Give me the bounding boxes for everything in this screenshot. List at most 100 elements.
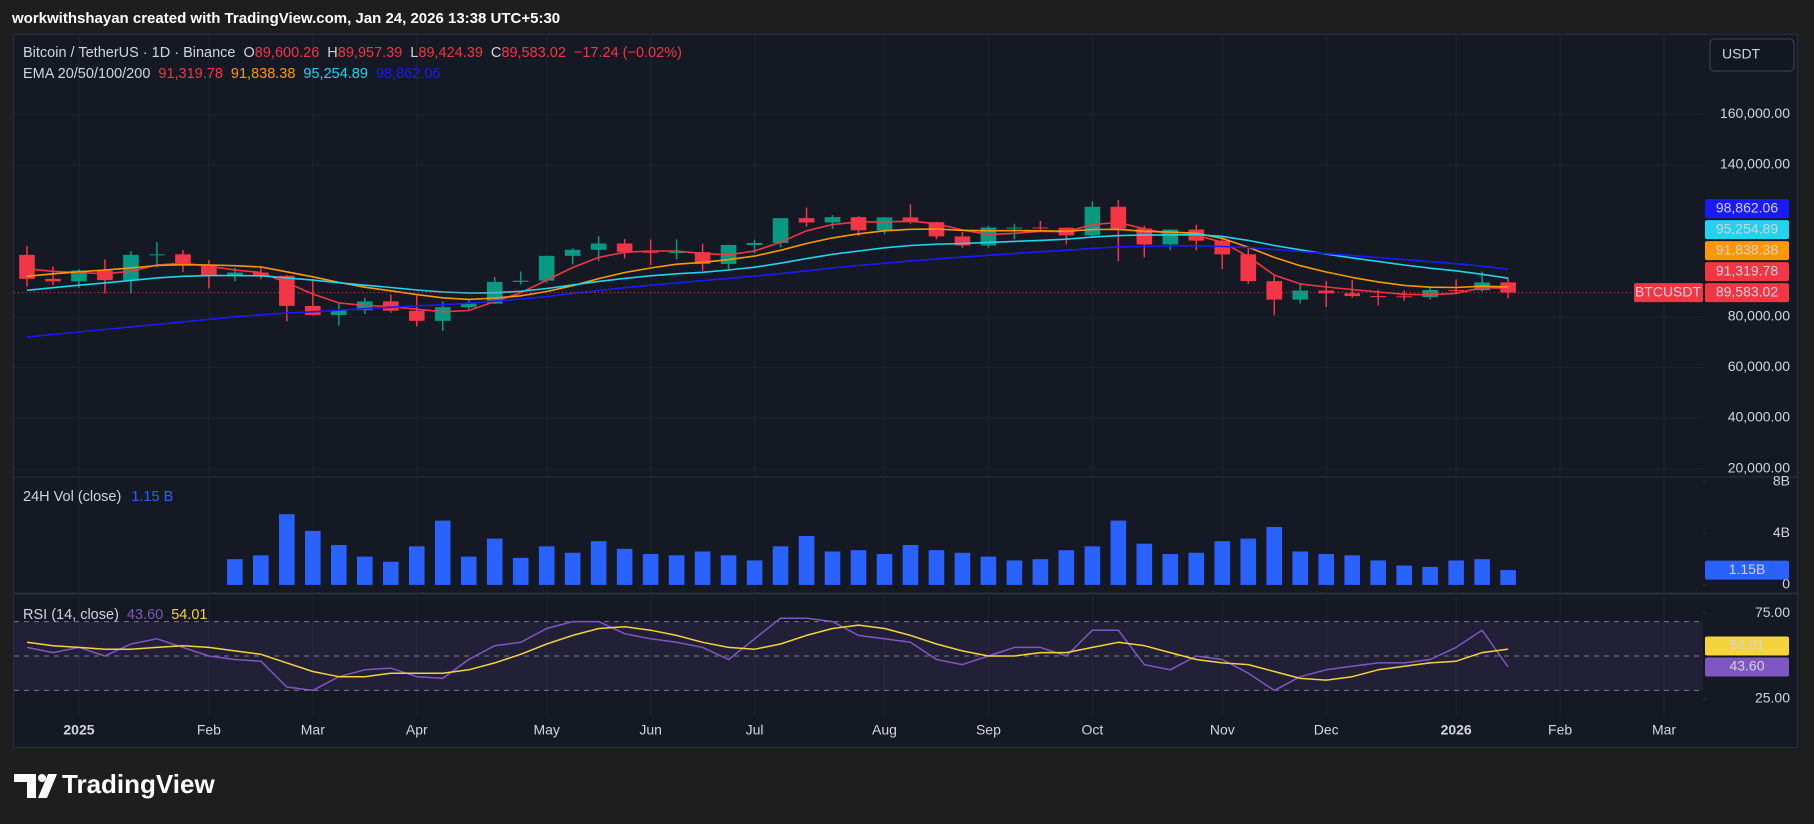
volume-bar	[1474, 559, 1490, 585]
candle-body	[538, 255, 555, 281]
volume-bar	[1344, 555, 1361, 585]
volume-bar	[1448, 560, 1464, 585]
volume-bar	[1500, 570, 1516, 585]
candle-body	[746, 242, 763, 245]
x-tick-label: Dec	[1314, 722, 1339, 738]
price-tag-label: 98,862.06	[1716, 199, 1778, 215]
currency-label: USDT	[1722, 46, 1761, 62]
volume-bar	[1318, 554, 1335, 585]
x-tick-label: Jul	[746, 722, 764, 738]
volume-bar	[1214, 541, 1231, 585]
ohlc-key: H	[327, 45, 337, 61]
ema-line	[26, 244, 1509, 338]
candle-body	[227, 272, 243, 276]
candle-body	[201, 264, 217, 276]
candle-body	[97, 270, 113, 281]
y-tick-label: 20,000.00	[1728, 459, 1790, 475]
volume-bar	[1292, 551, 1309, 585]
volume-title: 24H Vol (close)	[23, 489, 121, 505]
candle-body	[512, 280, 529, 282]
indicator-value: 91,838.38	[231, 66, 296, 82]
candle-body	[772, 218, 789, 243]
ohlc-value: 89,957.39	[338, 45, 403, 61]
attribution: workwithshayan created with TradingView.…	[11, 10, 560, 27]
volume-bar	[279, 514, 295, 585]
volume-bar	[1396, 565, 1412, 585]
candle-body	[1396, 296, 1412, 298]
candle-body	[1136, 228, 1153, 245]
price-tag	[1705, 560, 1789, 580]
price-tag	[1705, 657, 1789, 677]
ema-line	[26, 228, 1509, 301]
logo-t	[14, 774, 36, 798]
candle-body	[71, 270, 87, 282]
candle-body	[1422, 290, 1438, 298]
candle-body	[902, 217, 919, 223]
volume-bar	[902, 545, 919, 585]
ohlc-key: C	[491, 45, 501, 61]
candle-body	[876, 217, 893, 231]
candle-body	[408, 310, 425, 321]
x-tick-label: Sep	[976, 722, 1001, 738]
volume-bar	[1136, 543, 1153, 585]
candle-body	[19, 254, 35, 279]
volume-bar	[512, 557, 529, 585]
price-tag	[1705, 283, 1789, 303]
price-tag-label: 95,254.89	[1716, 220, 1778, 236]
rsi-legend: RSI (14, close) 43.60 54.01	[23, 607, 208, 623]
candle-body	[798, 218, 815, 223]
currency-box	[1709, 38, 1795, 72]
x-tick-label: May	[533, 722, 559, 738]
symbol-title: Bitcoin / TetherUS · 1D · Binance	[23, 45, 236, 61]
candle-body	[1344, 293, 1361, 297]
volume-bar	[1058, 550, 1075, 585]
candle-body	[1370, 296, 1386, 298]
ohlc-key: L	[410, 45, 418, 61]
ohlc-value: 89,583.02	[501, 45, 566, 61]
price-tag	[1705, 220, 1789, 240]
indicator-title: EMA 20/50/100/200	[23, 66, 150, 82]
candle-body	[616, 243, 633, 252]
volume-bar	[746, 560, 763, 585]
volume-bar	[1032, 559, 1049, 585]
currency-button[interactable]: USDT	[1709, 38, 1795, 72]
volume-bar	[668, 555, 685, 585]
price-tag-label: 54.01	[1729, 637, 1764, 653]
candle-body	[642, 251, 659, 253]
candle-body	[460, 303, 477, 308]
price-tag-label: 89,583.02	[1716, 283, 1778, 299]
volume-bar	[772, 546, 789, 585]
candle-body	[45, 278, 61, 282]
y-tick-label: 25.00	[1755, 690, 1790, 706]
volume-bar	[720, 555, 737, 585]
candle-body	[668, 252, 685, 254]
candle-body	[253, 272, 269, 276]
ema-line	[26, 233, 1509, 294]
candle-body	[850, 217, 867, 231]
candle-body	[305, 305, 321, 316]
y-tick-label: 4B	[1773, 524, 1790, 540]
volume-bar	[1266, 527, 1283, 585]
volume-bar	[227, 559, 243, 585]
y-tick-label: 80,000.00	[1728, 308, 1790, 324]
x-tick-label: Mar	[301, 722, 325, 738]
candle-body	[1292, 290, 1309, 300]
price-tag-label: 43.60	[1729, 658, 1764, 674]
logo-dot	[38, 774, 46, 782]
candle-body	[149, 254, 165, 256]
x-tick-label: Oct	[1081, 722, 1103, 738]
x-tick-label: Nov	[1210, 722, 1235, 738]
price-tag-label: 91,838.38	[1716, 241, 1778, 257]
price-tag	[1705, 199, 1789, 219]
volume-bar	[798, 536, 815, 585]
candle-body	[694, 252, 711, 264]
volume-bar	[331, 545, 347, 585]
candle-body	[1500, 282, 1516, 293]
volume-bar	[1084, 546, 1101, 585]
change-value: −17.24 (−0.02%)	[574, 45, 682, 61]
volume-bar	[980, 556, 997, 585]
volume-bar	[486, 538, 503, 585]
candle-body	[331, 310, 347, 316]
symbol-legend: Bitcoin / TetherUS · 1D · Binance O89,600…	[23, 45, 682, 61]
